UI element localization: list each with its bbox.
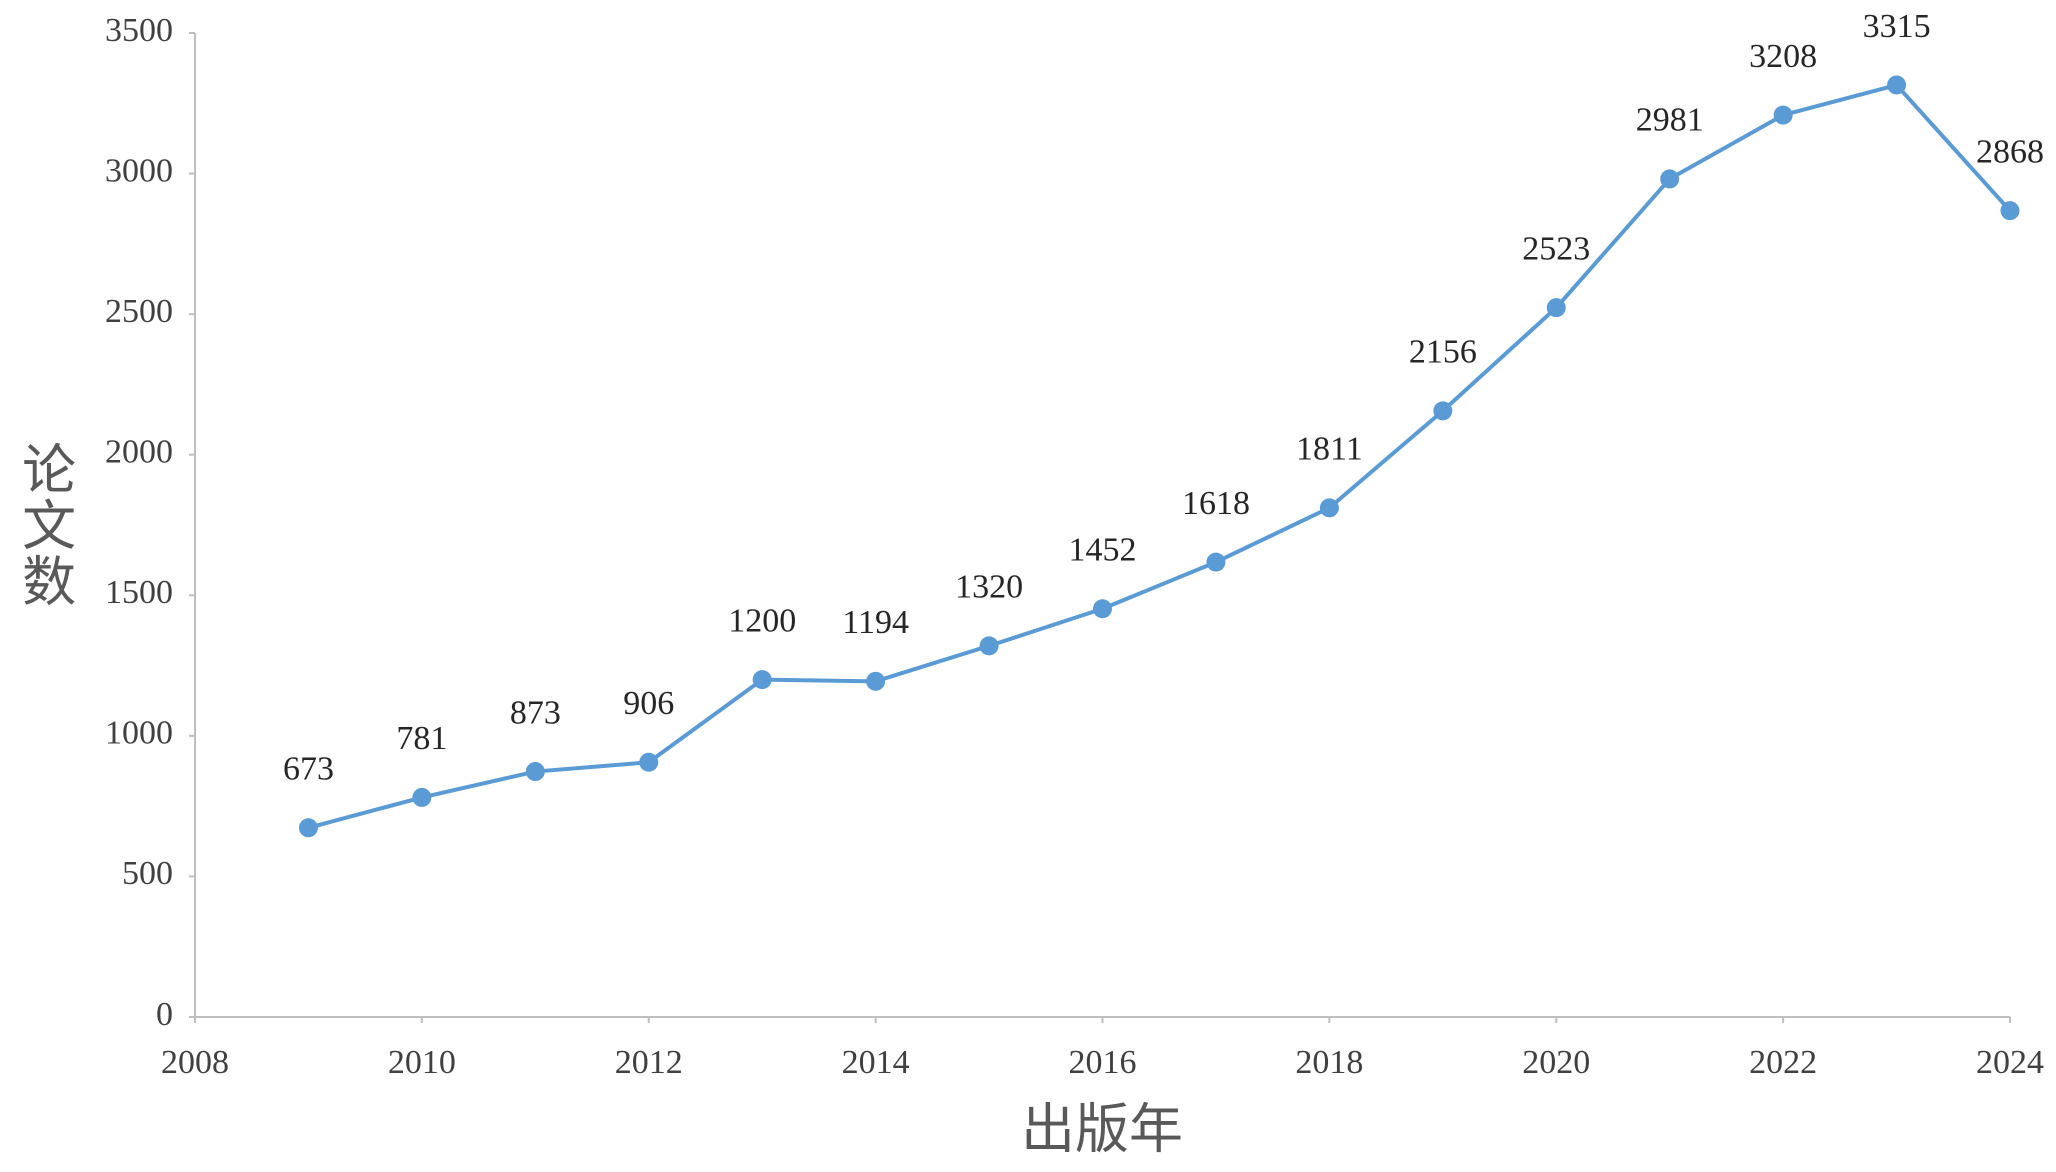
data-label: 1200 <box>728 602 796 639</box>
y-tick-label: 0 <box>156 996 173 1033</box>
data-point <box>866 671 886 691</box>
y-axis-title: 论文数 <box>14 441 75 609</box>
x-tick-label: 2016 <box>1069 1044 1137 1081</box>
x-tick-label: 2008 <box>161 1044 229 1081</box>
data-point <box>1773 105 1793 125</box>
data-point <box>2000 201 2020 221</box>
data-label: 2156 <box>1409 334 1477 371</box>
data-point <box>412 787 432 807</box>
x-axis-title: 出版年 <box>1021 1099 1183 1159</box>
data-label: 1452 <box>1069 532 1137 569</box>
y-tick-label: 2000 <box>105 434 173 471</box>
data-point <box>639 752 659 772</box>
y-tick-label: 3500 <box>105 12 173 49</box>
y-tick-label: 1500 <box>105 574 173 611</box>
series-line <box>307 83 2012 830</box>
data-point <box>1546 298 1566 318</box>
data-label: 1320 <box>955 569 1023 606</box>
x-tick-label: 2018 <box>1295 1044 1363 1081</box>
y-tick-label: 1000 <box>105 715 173 752</box>
data-label: 2868 <box>1976 133 2044 170</box>
data-point <box>1433 401 1453 421</box>
data-label: 673 <box>283 751 334 788</box>
data-point <box>525 762 545 782</box>
data-label: 3208 <box>1749 38 1817 75</box>
data-label: 2523 <box>1522 230 1590 267</box>
x-tick-label: 2024 <box>1976 1044 2044 1081</box>
data-point <box>1887 75 1907 95</box>
data-label: 873 <box>510 694 561 731</box>
data-label: 2981 <box>1636 102 1704 139</box>
data-label: 1194 <box>842 604 909 641</box>
x-tick-label: 2012 <box>615 1044 683 1081</box>
data-point <box>1319 498 1339 518</box>
data-label: 781 <box>396 720 447 757</box>
data-point <box>752 670 772 690</box>
data-point <box>1206 552 1226 572</box>
data-point <box>1093 599 1112 619</box>
data-point <box>1660 169 1680 189</box>
data-point <box>298 818 318 838</box>
x-tick-label: 2014 <box>842 1044 910 1081</box>
x-tick-label: 2020 <box>1522 1044 1590 1081</box>
data-point <box>979 636 999 656</box>
data-label: 1618 <box>1182 485 1250 522</box>
y-tick-label: 3000 <box>105 152 173 189</box>
x-tick-label: 2022 <box>1749 1044 1817 1081</box>
data-label: 3315 <box>1863 8 1931 45</box>
y-tick-label: 500 <box>122 855 173 892</box>
y-tick-label: 2500 <box>105 293 173 330</box>
x-tick-label: 2010 <box>388 1044 456 1081</box>
data-label: 1811 <box>1296 431 1363 468</box>
data-label: 906 <box>623 685 674 722</box>
